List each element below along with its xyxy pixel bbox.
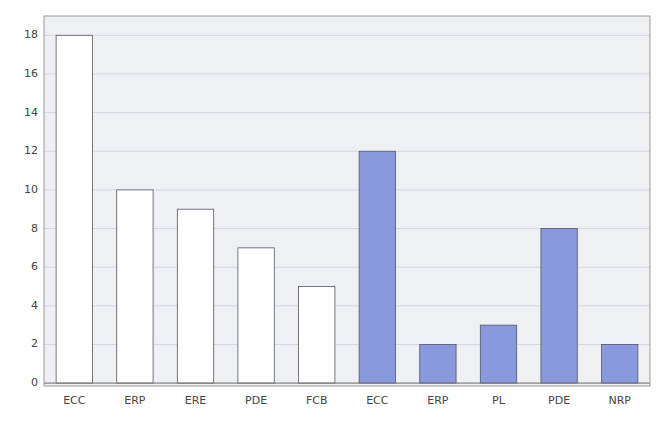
x-tick-label: ECC (366, 394, 389, 407)
bar (238, 248, 274, 383)
y-tick-label: 18 (24, 28, 38, 41)
y-tick-label: 2 (31, 337, 38, 350)
x-tick-label: FCB (306, 394, 328, 407)
x-tick-label: PDE (548, 394, 570, 407)
x-tick-label: ERE (185, 394, 207, 407)
x-tick-label: ERP (124, 394, 146, 407)
bar (177, 209, 213, 383)
chart-container: 0 2 4 6 8 10 12 14 16 18 ECC ERP ERE PDE FCB ECC ERP PL PD… (0, 0, 666, 422)
x-tick-label: PDE (245, 394, 267, 407)
bar (480, 325, 516, 383)
grid-line (44, 151, 650, 152)
bar (117, 190, 153, 383)
chart-svg: 0 2 4 6 8 10 12 14 16 18 ECC ERP ERE PDE FCB ECC ERP PL PD… (0, 0, 666, 422)
y-tick-label: 16 (24, 67, 38, 80)
y-tick-label: 8 (31, 222, 38, 235)
y-tick-label: 4 (31, 299, 38, 312)
grid-line (44, 383, 650, 384)
bars (56, 35, 638, 383)
bar (420, 344, 456, 383)
grid-line (44, 35, 650, 36)
y-tick-label: 12 (24, 144, 38, 157)
x-tick-label: NRP (608, 394, 631, 407)
plot-frame (44, 16, 650, 386)
y-tick-label: 10 (24, 183, 38, 196)
x-tick-label: ERP (427, 394, 449, 407)
grid-line (44, 73, 650, 74)
bar (299, 286, 335, 383)
bar (541, 229, 577, 384)
bar (56, 35, 92, 383)
plot-background (44, 16, 650, 386)
bar (359, 151, 395, 383)
baseline (44, 383, 650, 384)
bar (602, 344, 638, 383)
y-tick-label: 14 (24, 106, 38, 119)
grid (44, 35, 650, 383)
y-tick-label: 0 (31, 376, 38, 389)
y-tick-label: 6 (31, 260, 38, 273)
grid-line (44, 112, 650, 113)
x-tick-label: ECC (63, 394, 86, 407)
x-tick-label: PL (492, 394, 506, 407)
